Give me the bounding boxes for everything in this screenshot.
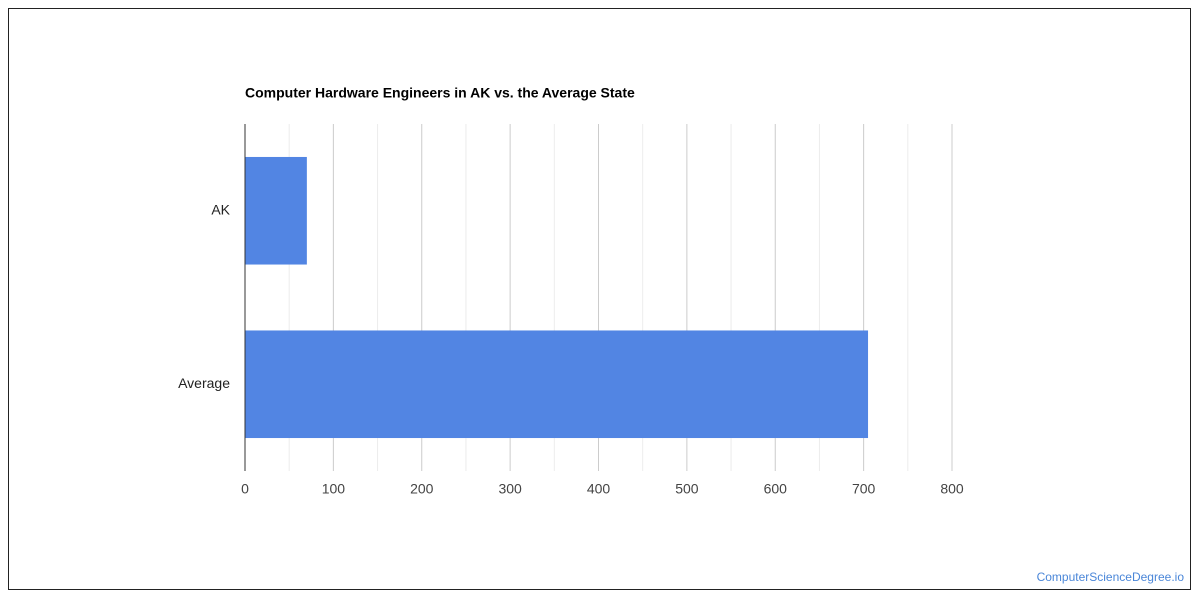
x-tick-label: 500 xyxy=(675,481,699,497)
x-tick-label: 600 xyxy=(764,481,788,497)
y-tick-label: Average xyxy=(178,375,230,391)
x-tick-label: 200 xyxy=(410,481,434,497)
x-tick-label: 0 xyxy=(241,481,249,497)
x-tick-label: 800 xyxy=(940,481,964,497)
chart-title: Computer Hardware Engineers in AK vs. th… xyxy=(245,85,635,101)
frame xyxy=(8,8,1191,590)
y-tick-label: AK xyxy=(211,201,230,217)
source-link[interactable]: ComputerScienceDegree.io xyxy=(1037,570,1185,584)
x-tick-label: 700 xyxy=(852,481,876,497)
bar xyxy=(245,330,869,439)
x-tick-label: 300 xyxy=(498,481,522,497)
x-tick-label: 400 xyxy=(587,481,611,497)
x-tick-label: 100 xyxy=(322,481,346,497)
bar xyxy=(245,156,307,265)
